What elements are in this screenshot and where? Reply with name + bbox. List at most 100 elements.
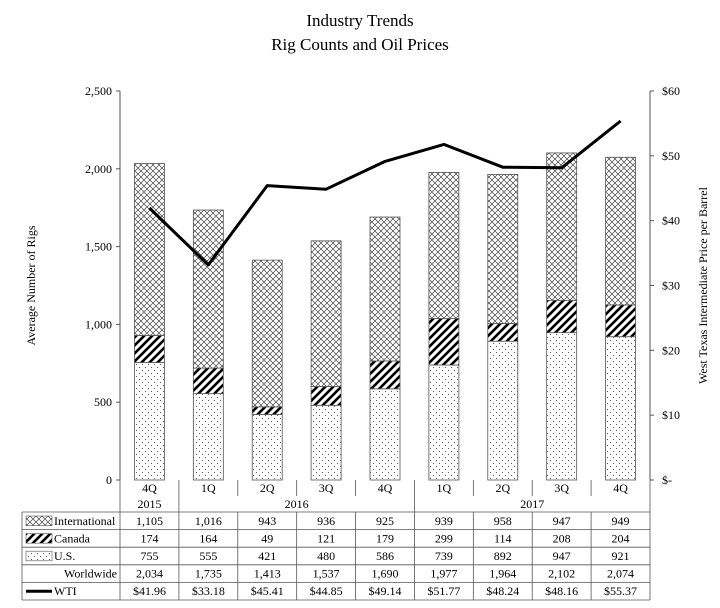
bar-segment-canada: [546, 299, 578, 334]
left-tick-label: 0: [106, 473, 112, 487]
table-cell: 1,690: [372, 567, 399, 581]
bar-segment-international: [428, 171, 460, 319]
table-cell: 755: [140, 549, 158, 563]
left-tick-label: 2,000: [85, 162, 112, 176]
year-label: 2015: [137, 497, 161, 511]
table-cell: 1,016: [195, 514, 222, 528]
table-cell: 2,034: [136, 567, 163, 581]
stacked-bars: [134, 152, 636, 481]
right-tick-label: $10: [662, 408, 680, 422]
table-cell: $55.37: [604, 584, 637, 598]
table-cell: 555: [199, 549, 217, 563]
bar-segment-canada: [369, 360, 401, 390]
table-cell: 1,977: [430, 567, 457, 581]
category-label: 3Q: [554, 481, 569, 495]
bar-segment-us: [251, 414, 283, 481]
category-label: 4Q: [142, 481, 157, 495]
right-tick-label: $50: [662, 149, 680, 163]
category-label: 4Q: [613, 481, 628, 495]
table-row-label: Worldwide: [64, 567, 117, 581]
bar-segment-international: [546, 152, 578, 301]
bar-segment-canada: [310, 386, 342, 406]
table-cell: 925: [376, 514, 394, 528]
bar-segment-us: [192, 393, 224, 481]
bar-segment-international: [192, 209, 224, 369]
bar-segment-canada: [251, 406, 283, 415]
data-table: 4Q 1Q 2Q 3Q 4Q 1Q 2Q 3Q 4Q 2015 2016 2017 Internatio…: [21, 480, 651, 601]
right-axis-title: West Texas Intermediate Price per Barrel: [696, 186, 710, 384]
table-cell: 299: [435, 531, 453, 545]
category-label: 4Q: [378, 481, 393, 495]
category-label: 1Q: [437, 481, 452, 495]
wti-line: [148, 119, 622, 267]
left-tick-label: 1,500: [85, 240, 112, 254]
table-cell: 2,074: [607, 567, 634, 581]
chart-title: Industry Trends: [306, 11, 413, 30]
table-cell: 208: [553, 531, 571, 545]
bar-segment-canada: [605, 304, 636, 338]
bar-segment-canada: [134, 335, 165, 363]
left-tick-label: 1,000: [85, 317, 112, 331]
table-cell: 1,105: [136, 514, 163, 528]
table-cell: 49: [261, 531, 273, 545]
bar-segment-us: [546, 332, 578, 481]
bar-segment-international: [251, 259, 283, 408]
table-cell: $51.77: [427, 584, 460, 598]
table-cell: 939: [435, 514, 453, 528]
left-tick-label: 2,500: [85, 84, 112, 98]
bar-segment-us: [487, 340, 519, 481]
table-cell: 958: [494, 514, 512, 528]
year-label: 2016: [285, 497, 309, 511]
table-cell: 947: [553, 514, 571, 528]
table-cell: $48.24: [486, 584, 519, 598]
table-cell: 892: [494, 549, 512, 563]
table-cell: $45.41: [251, 584, 284, 598]
bar-segment-international: [605, 156, 636, 306]
bar-segment-international: [134, 163, 165, 336]
right-tick-label: $60: [662, 84, 680, 98]
year-label: 2017: [520, 497, 544, 511]
bar-segment-us: [310, 404, 342, 481]
bar-segment-us: [134, 362, 165, 481]
table-row-label: International: [54, 514, 116, 528]
left-axis-title: Average Number of Rigs: [24, 225, 38, 345]
bar-segment-us: [369, 388, 401, 481]
table-cell: 943: [258, 514, 276, 528]
table-cell: $33.18: [192, 584, 225, 598]
legend-key-swatch: [25, 550, 53, 562]
right-tick-label: $-: [662, 473, 672, 487]
table-row-label: Canada: [54, 531, 91, 545]
table-cell: 1,413: [254, 567, 281, 581]
table-cell: 586: [376, 549, 394, 563]
legend-key-swatch: [25, 533, 53, 544]
table-row-label: WTI: [54, 584, 77, 598]
table-cell: 739: [435, 549, 453, 563]
category-label: 1Q: [201, 481, 216, 495]
table-row-label: U.S.: [54, 549, 75, 563]
bar-segment-us: [605, 336, 636, 481]
bar-segment-canada: [192, 367, 224, 395]
table-cell: 114: [494, 531, 512, 545]
table-cell: $41.96: [133, 584, 166, 598]
bar-segment-canada: [428, 318, 460, 366]
bar-segment-international: [310, 240, 342, 387]
table-cell: 1,964: [489, 567, 516, 581]
table-cell: 164: [199, 531, 217, 545]
table-cell: 947: [553, 549, 571, 563]
table-cell: 121: [317, 531, 335, 545]
right-tick-label: $30: [662, 279, 680, 293]
table-cell: 949: [612, 514, 630, 528]
table-cell: 174: [140, 531, 158, 545]
table-cell: 421: [258, 549, 276, 563]
table-cell: 179: [376, 531, 394, 545]
table-cell: $44.85: [310, 584, 343, 598]
right-tick-label: $40: [662, 214, 680, 228]
table-cell: 204: [612, 531, 630, 545]
category-label: 2Q: [495, 481, 510, 495]
table-cell: 1,735: [195, 567, 222, 581]
left-tick-label: 500: [94, 395, 112, 409]
bar-segment-us: [428, 364, 460, 481]
table-cell: 480: [317, 549, 335, 563]
chart-subtitle: Rig Counts and Oil Prices: [271, 35, 449, 54]
